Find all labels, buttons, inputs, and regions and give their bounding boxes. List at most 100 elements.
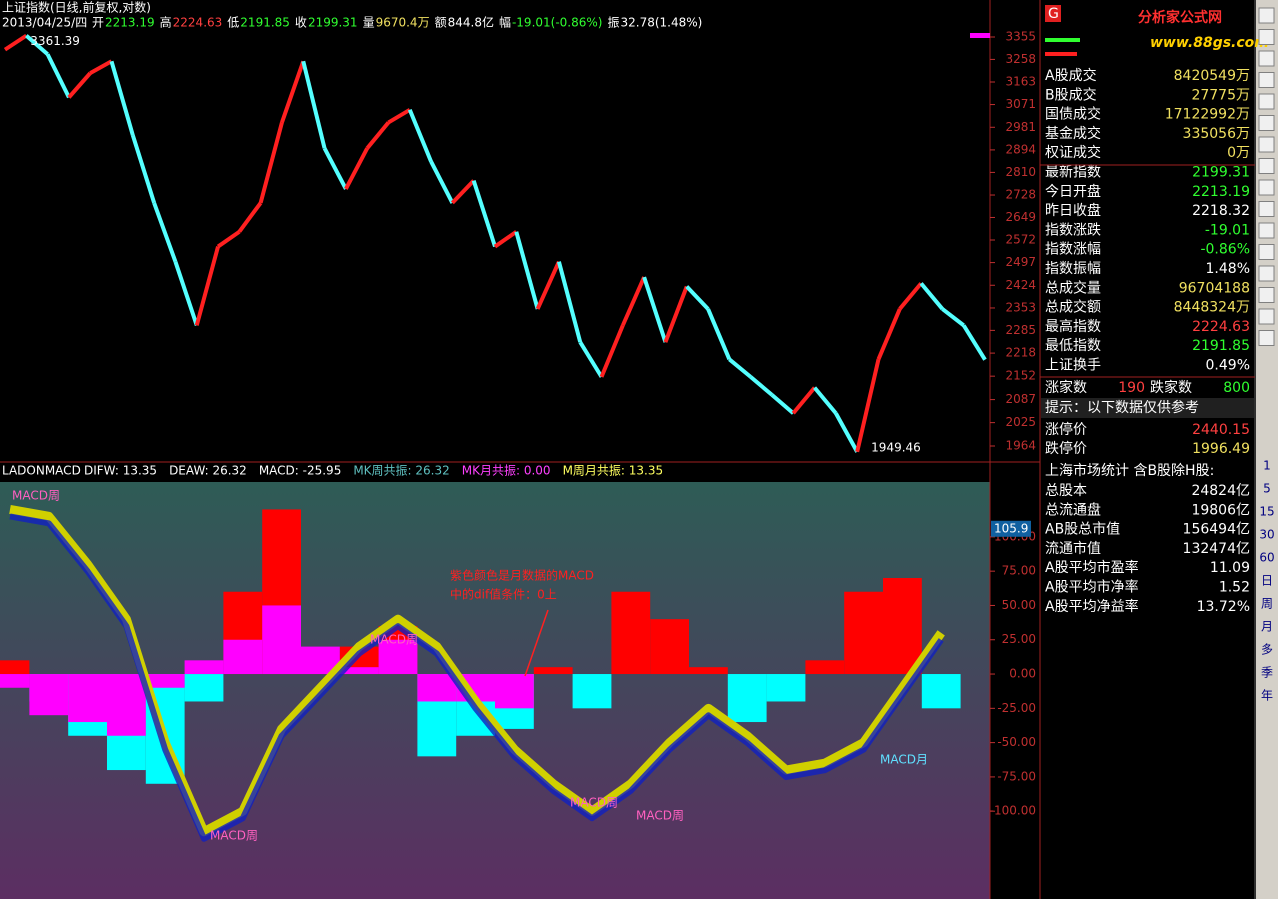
price-segment bbox=[941, 307, 965, 327]
row-label: 今日开盘 bbox=[1045, 183, 1101, 200]
quote-value: 2191.85 bbox=[240, 16, 290, 30]
hint: 提示：以下数据仅供参考 bbox=[1045, 399, 1199, 416]
readout: DIFW: 13.35 bbox=[84, 464, 157, 478]
toolbar bbox=[1256, 0, 1278, 899]
histogram-bar bbox=[0, 674, 30, 688]
row-value: -0.86% bbox=[1200, 242, 1250, 258]
tool-icon[interactable] bbox=[1258, 287, 1275, 303]
tool-icon[interactable] bbox=[1258, 308, 1275, 325]
row-label: 指数振幅 bbox=[1045, 261, 1101, 277]
row-value: 1.52 bbox=[1219, 580, 1250, 596]
price-segment bbox=[89, 59, 113, 75]
period-button[interactable]: 15 bbox=[1259, 505, 1274, 519]
price-segment bbox=[344, 147, 369, 190]
period-button[interactable]: 季 bbox=[1261, 666, 1273, 680]
tool-icon[interactable] bbox=[1258, 136, 1275, 153]
period-button[interactable]: 周 bbox=[1261, 597, 1273, 611]
y-tick-label: 2649 bbox=[1005, 210, 1036, 224]
y-tick-label: 75.00 bbox=[1002, 564, 1036, 578]
y-tick-label: 2285 bbox=[1005, 323, 1036, 337]
tool-icon[interactable] bbox=[1258, 72, 1275, 88]
row-value: 17122992万 bbox=[1165, 107, 1250, 123]
tool-icon[interactable] bbox=[1258, 93, 1275, 110]
price-segment bbox=[898, 282, 923, 311]
period-button[interactable]: 日 bbox=[1261, 574, 1273, 588]
tool-icon[interactable] bbox=[1258, 201, 1275, 217]
tool-icon[interactable] bbox=[1258, 29, 1275, 45]
price-segment bbox=[685, 285, 710, 311]
period-button[interactable]: 1 bbox=[1263, 459, 1271, 473]
y-tick-label: 2424 bbox=[1005, 278, 1036, 292]
histogram-bar bbox=[805, 660, 845, 675]
y-tick-label: 2218 bbox=[1005, 346, 1036, 360]
readout: MK月共振: 0.00 bbox=[462, 464, 551, 478]
tool-icon[interactable] bbox=[1258, 7, 1275, 24]
period-button[interactable]: 60 bbox=[1259, 551, 1274, 565]
price-segment bbox=[109, 60, 135, 136]
row-label: B股成交 bbox=[1045, 86, 1097, 103]
readout: MACD: -25.95 bbox=[259, 464, 342, 478]
histogram-bar bbox=[727, 674, 767, 723]
row-label: 基金成交 bbox=[1045, 125, 1101, 142]
price-segment bbox=[322, 147, 348, 190]
price-segment bbox=[813, 386, 838, 415]
tool-icon[interactable] bbox=[1258, 115, 1275, 131]
period-button[interactable]: 月 bbox=[1261, 620, 1273, 634]
rise-label: 涨家数 bbox=[1045, 379, 1087, 396]
y-tick-label: -75.00 bbox=[997, 769, 1036, 783]
quote-label: 量 bbox=[363, 16, 375, 30]
row-label: 昨日收盘 bbox=[1045, 202, 1101, 219]
dea-line bbox=[9, 513, 944, 842]
period-button[interactable]: 30 bbox=[1259, 528, 1274, 542]
row-label: 指数涨幅 bbox=[1045, 242, 1101, 258]
tool-icon[interactable] bbox=[1258, 50, 1275, 67]
price-segment bbox=[258, 121, 284, 204]
histogram-bar bbox=[145, 674, 185, 688]
price-segment bbox=[45, 53, 71, 99]
quote-value: 844.8亿 bbox=[448, 15, 494, 30]
period-button[interactable]: 多 bbox=[1261, 643, 1273, 657]
tool-icon[interactable] bbox=[1258, 158, 1275, 174]
tool-icon[interactable] bbox=[1258, 244, 1275, 260]
readout: DEAW: 26.32 bbox=[169, 464, 247, 478]
price-segment bbox=[301, 60, 327, 149]
price-chart: 3355 3258 3163 3071 2981 2894 2810 2728 2649 2572… bbox=[3, 30, 1036, 454]
tool-icon[interactable] bbox=[1258, 330, 1275, 346]
high-label: 3361.39 bbox=[30, 34, 80, 48]
histogram-bar bbox=[883, 578, 922, 675]
price-segment bbox=[961, 324, 987, 361]
y-tick-label: 3258 bbox=[1005, 52, 1036, 66]
readout: M周月共振: 13.35 bbox=[563, 464, 664, 478]
y-tick-label: -25.00 bbox=[997, 701, 1036, 715]
price-segment bbox=[706, 308, 732, 361]
histogram-bar bbox=[689, 667, 728, 675]
tool-icon[interactable] bbox=[1258, 179, 1275, 196]
histogram-bar bbox=[107, 674, 146, 736]
row-label: 流通市值 bbox=[1045, 540, 1101, 557]
histogram-bar bbox=[29, 674, 69, 716]
y-tick-label: 50.00 bbox=[1002, 598, 1036, 612]
badge: G bbox=[1048, 6, 1059, 22]
price-segment bbox=[663, 285, 689, 343]
y-tick-label: -50.00 bbox=[997, 735, 1036, 749]
price-segment bbox=[173, 261, 199, 327]
y-tick-label: 3071 bbox=[1005, 97, 1036, 111]
row-label: A股平均净益率 bbox=[1045, 598, 1139, 615]
histogram-bar bbox=[495, 674, 534, 709]
y-tick-label: 3163 bbox=[1005, 75, 1036, 89]
tool-icon[interactable] bbox=[1258, 222, 1275, 239]
bar-green bbox=[1045, 38, 1080, 42]
quote-label: 低 bbox=[227, 16, 239, 30]
annotation-arrow bbox=[524, 609, 549, 677]
period-button[interactable]: 年 bbox=[1261, 689, 1273, 703]
row-value: 19806亿 bbox=[1191, 502, 1250, 518]
period-button[interactable]: 5 bbox=[1263, 482, 1271, 496]
y-tick-label: -100.00 bbox=[990, 804, 1036, 818]
row-value: 96704188 bbox=[1179, 280, 1250, 296]
line-label: MACD周 bbox=[370, 633, 418, 647]
price-marker bbox=[970, 33, 990, 38]
tool-icon[interactable] bbox=[1258, 265, 1275, 282]
quote-label: 额 bbox=[435, 16, 447, 30]
price-segment bbox=[493, 230, 518, 249]
